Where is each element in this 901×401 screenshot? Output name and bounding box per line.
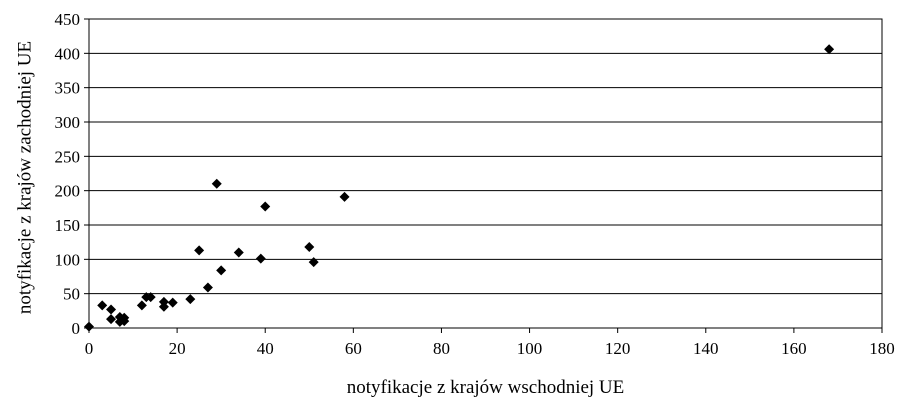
data-points <box>84 44 835 332</box>
x-axis-label: notyfikacje z krajów wschodniej UE <box>347 377 625 398</box>
x-tick-label: 120 <box>605 339 631 358</box>
data-point <box>106 304 117 315</box>
data-point <box>158 301 169 312</box>
data-point <box>216 265 227 276</box>
data-point <box>97 300 108 311</box>
data-point <box>304 241 315 252</box>
x-tick-label: 160 <box>781 339 807 358</box>
y-tick-label: 250 <box>55 147 81 166</box>
data-point <box>202 282 213 293</box>
x-tick-label: 140 <box>693 339 719 358</box>
data-point <box>136 300 147 311</box>
y-tick-label: 300 <box>55 113 81 132</box>
data-point <box>211 178 222 189</box>
y-tick-label: 400 <box>55 44 81 63</box>
data-point <box>119 316 130 327</box>
data-point <box>233 247 244 258</box>
data-point <box>185 294 196 305</box>
x-tick-label: 0 <box>85 339 94 358</box>
data-point <box>260 201 271 212</box>
x-tick-label: 180 <box>869 339 895 358</box>
x-tick-label: 40 <box>257 339 274 358</box>
data-point <box>308 257 319 268</box>
y-tick-label: 150 <box>55 216 81 235</box>
x-tick-label: 100 <box>517 339 543 358</box>
data-point <box>84 321 94 332</box>
data-point <box>339 191 350 202</box>
y-tick-label: 450 <box>55 10 81 29</box>
gridlines <box>89 52 882 295</box>
x-axis-ticks: 0 20 40 60 80 100 120 140 160 180 <box>85 328 895 358</box>
y-tick-label: 200 <box>55 182 81 201</box>
x-tick-label: 20 <box>169 339 186 358</box>
data-point <box>255 253 266 264</box>
y-tick-label: 50 <box>63 285 80 304</box>
y-axis-label: notyfikacje z krajów zachodniej UE <box>14 41 35 314</box>
y-tick-label: 100 <box>55 250 81 269</box>
data-point <box>145 292 156 303</box>
plot-area <box>88 18 883 329</box>
data-point <box>167 297 178 308</box>
data-point <box>106 314 117 325</box>
y-tick-label: 350 <box>55 79 81 98</box>
x-tick-label: 60 <box>345 339 362 358</box>
y-tick-label: 0 <box>72 319 81 338</box>
y-axis-ticks: 0 50 100 150 200 250 300 350 400 450 <box>55 10 89 338</box>
data-point <box>824 44 835 55</box>
x-tick-label: 80 <box>433 339 450 358</box>
data-point <box>194 245 205 256</box>
